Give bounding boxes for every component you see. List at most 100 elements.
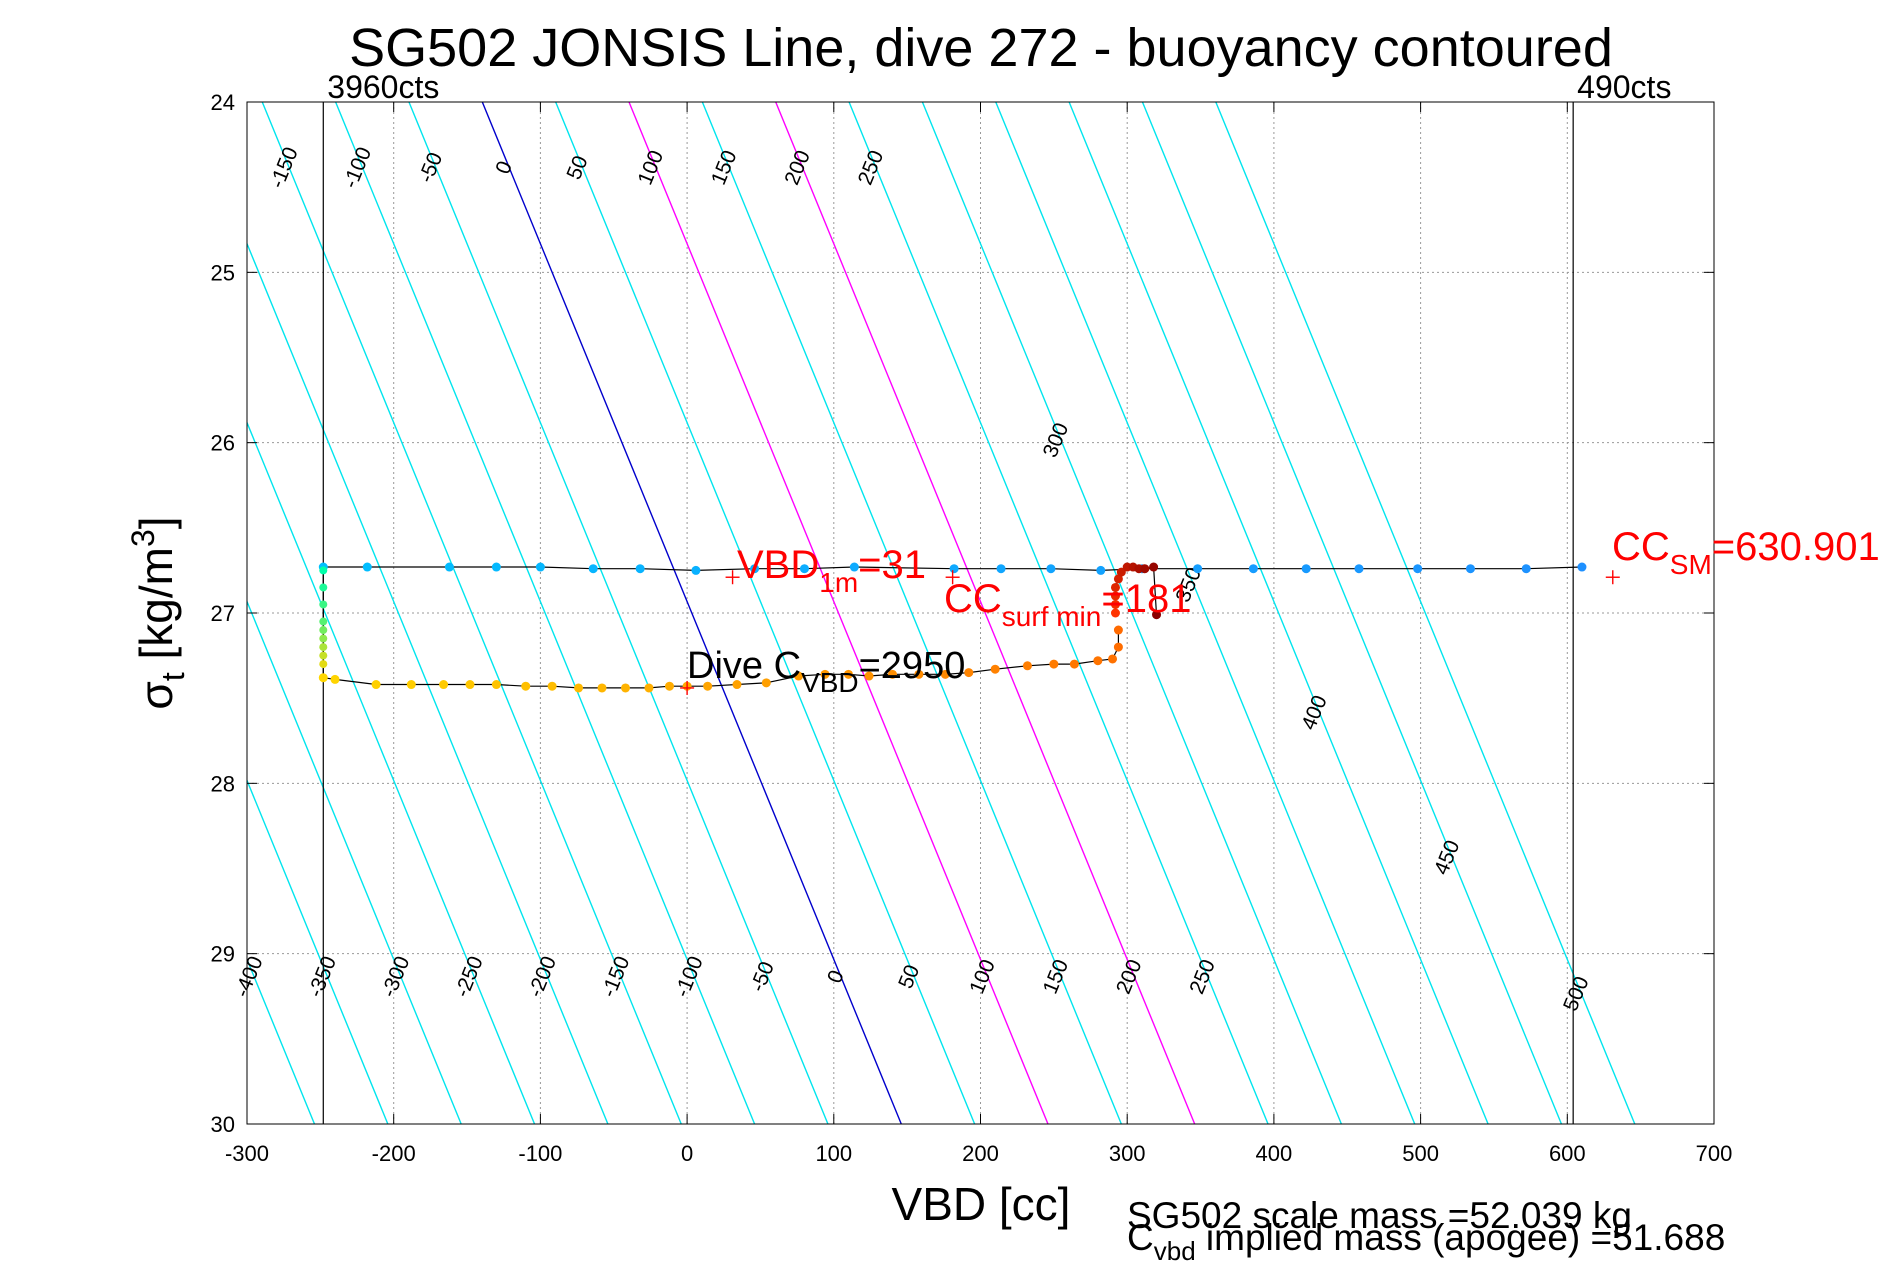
vbd-limit-label: 490cts xyxy=(1577,69,1671,105)
contour-line xyxy=(247,778,389,1124)
x-tick-label: 200 xyxy=(962,1141,999,1166)
contour-line xyxy=(1215,102,1636,1124)
annotation-cc-surf-min-sub: surf min xyxy=(1002,601,1102,632)
data-point-climb xyxy=(1049,659,1059,669)
data-point-climb xyxy=(620,683,630,693)
contour-line xyxy=(921,102,1343,1124)
mass-line-2-main: C xyxy=(1127,1217,1154,1258)
contour-line xyxy=(261,102,682,1124)
y-tick-label: 24 xyxy=(211,90,235,115)
contour-line xyxy=(848,102,1269,1124)
mass-line-2: Cvbd implied mass (apogee) =51.688 xyxy=(1127,1217,1725,1262)
data-point-climb xyxy=(521,681,531,691)
data-point-surface xyxy=(1110,591,1120,601)
x-tick-label: 500 xyxy=(1402,1141,1439,1166)
data-point-descent xyxy=(1354,564,1364,574)
x-tick-label: -300 xyxy=(225,1141,269,1166)
annotation-vbd-1m-value: =31 xyxy=(858,543,926,587)
x-tick-label: 400 xyxy=(1256,1141,1293,1166)
contour-line xyxy=(247,420,536,1124)
data-point-descent xyxy=(491,562,501,572)
mass-line-2-sub: vbd xyxy=(1154,1236,1196,1262)
data-point-climb xyxy=(794,671,804,681)
data-point-surface xyxy=(1140,564,1150,574)
data-point-climb xyxy=(1093,656,1103,666)
data-point-descent xyxy=(635,564,645,574)
y-tick-label: 27 xyxy=(211,601,235,626)
data-point-climb xyxy=(1113,642,1123,652)
x-tick-label: 100 xyxy=(815,1141,852,1166)
data-point-descent xyxy=(799,564,809,574)
data-point-descent xyxy=(1248,564,1258,574)
data-point-descent xyxy=(535,562,545,572)
data-point-descent xyxy=(849,562,859,572)
data-point-descent xyxy=(750,564,760,574)
data-point-surface xyxy=(1149,562,1159,572)
data-point-descent xyxy=(1193,564,1203,574)
data-point-descent xyxy=(1046,564,1056,574)
data-point-descent xyxy=(1577,562,1587,572)
dive-points xyxy=(318,562,1587,693)
contour-line xyxy=(555,102,976,1124)
data-point-climb xyxy=(820,669,830,679)
data-point-apogee xyxy=(319,566,328,575)
annotation-dive-cvbd-main: Dive C xyxy=(687,645,801,687)
data-point-climb xyxy=(574,683,584,693)
annotation-cc-sm-main: CC xyxy=(1612,525,1670,569)
data-point-climb xyxy=(547,681,557,691)
x-tick-label: 600 xyxy=(1549,1141,1586,1166)
annotation-dive-cvbd-sub: VBD xyxy=(801,667,859,698)
data-point-apogee xyxy=(319,600,328,609)
vbd-limit-label: 3960cts xyxy=(327,69,439,105)
y-tick-label: 30 xyxy=(211,1112,235,1137)
data-point-climb xyxy=(887,669,897,679)
data-point-surface xyxy=(1110,599,1120,609)
data-point-climb xyxy=(597,683,607,693)
data-point-descent xyxy=(1096,565,1106,575)
contour-line xyxy=(775,102,1196,1124)
y-tick-label: 26 xyxy=(211,431,235,456)
contour-line xyxy=(1141,102,1563,1124)
data-point-apogee xyxy=(319,634,328,643)
data-point-climb xyxy=(761,678,771,688)
data-point-surface xyxy=(1152,610,1162,620)
annotation-cc-sm-value: =630.901 xyxy=(1712,525,1880,569)
annotation-cc-surf-min: CCsurf min=181 xyxy=(944,577,1191,632)
data-point-descent xyxy=(691,565,701,575)
data-point-descent xyxy=(444,562,454,572)
data-point-climb xyxy=(465,680,475,690)
data-point-climb xyxy=(439,680,449,690)
data-point-surface xyxy=(1110,608,1120,618)
data-point-climb xyxy=(732,680,742,690)
data-point-climb xyxy=(1108,654,1118,664)
data-point-apogee xyxy=(319,643,328,652)
data-point-descent xyxy=(1521,564,1531,574)
data-point-descent xyxy=(1465,564,1475,574)
track-descent xyxy=(323,566,1583,572)
y-tick-label: 25 xyxy=(211,260,235,285)
data-point-climb xyxy=(491,680,501,690)
buoyancy-contours xyxy=(247,102,1636,1124)
data-point-climb xyxy=(318,673,328,683)
data-point-climb xyxy=(940,669,950,679)
annotation-dive-cvbd-value: =2950 xyxy=(859,645,966,687)
data-point-climb xyxy=(371,680,381,690)
x-axis-label: VBD [cc] xyxy=(892,1178,1071,1230)
data-point-climb xyxy=(664,681,674,691)
data-point-descent xyxy=(949,564,959,574)
y-tick-label: 28 xyxy=(211,771,235,796)
data-point-climb xyxy=(1069,659,1079,669)
x-tick-label: 700 xyxy=(1696,1141,1733,1166)
mass-line-2-rest: implied mass (apogee) =51.688 xyxy=(1196,1217,1726,1258)
data-point-climb xyxy=(330,674,340,684)
annotation-cc-surf-min-value: =181 xyxy=(1101,577,1191,621)
annotation-cc-surf-min-main: CC xyxy=(944,577,1002,621)
y-axis-label-sigma: σ xyxy=(130,681,182,709)
data-point-climb xyxy=(964,668,974,678)
data-point-descent xyxy=(362,562,372,572)
x-tick-label: 0 xyxy=(681,1141,693,1166)
y-axis-label-unit: [kg/m xyxy=(130,547,182,672)
contour-line xyxy=(334,102,756,1124)
y-axis-label-subscript: t xyxy=(155,672,191,681)
data-point-climb xyxy=(644,683,654,693)
